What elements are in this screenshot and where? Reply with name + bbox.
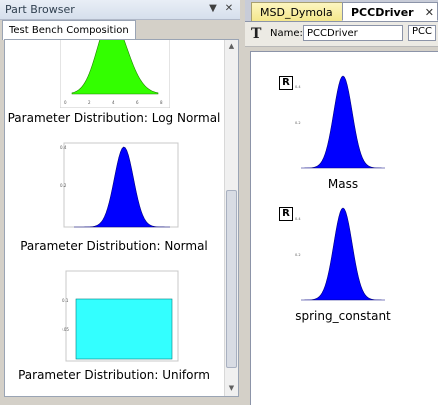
dropdown-icon[interactable]: ▼ [209, 3, 217, 14]
svg-text:2: 2 [88, 100, 91, 105]
tab-test-bench-composition[interactable]: Test Bench Composition [2, 20, 136, 40]
spring-constant-distribution-icon: 0.4 0.2 [295, 207, 386, 301]
component-label-spring-constant: spring_constant [295, 309, 391, 323]
editor-pane: MSD_Dymola PCCDriver ✕ T Name: PCC R 0.4… [245, 0, 438, 405]
part-label-uniform: Parameter Distribution: Uniform [18, 368, 210, 382]
component-mass[interactable]: R 0.4 0.2 Mass [251, 52, 438, 202]
normal-curve [300, 75, 386, 169]
part-list: 0 2 4 6 8 Parameter Distribution: Log No… [4, 39, 239, 397]
part-item-uniform[interactable]: 0.1 0.05 Parameter Distribution: Uniform [5, 266, 223, 391]
scroll-up-icon[interactable]: ▲ [228, 42, 235, 50]
tab-msd-dymola[interactable]: MSD_Dymola [251, 2, 343, 21]
svg-text:0.2: 0.2 [295, 253, 301, 257]
svg-text:0.1: 0.1 [62, 298, 69, 303]
name-label: Name: [270, 28, 303, 39]
secondary-field[interactable]: PCC [408, 25, 436, 41]
svg-text:4: 4 [112, 100, 115, 105]
close-icon[interactable]: ✕ [424, 6, 434, 19]
svg-text:6: 6 [136, 100, 139, 105]
pane-splitter[interactable] [240, 0, 245, 404]
svg-text:0.2: 0.2 [295, 121, 301, 125]
component-label-mass: Mass [327, 177, 359, 191]
part-label-lognormal: Parameter Distribution: Log Normal [7, 111, 221, 125]
part-list-scrollbar[interactable]: ▲ ▼ [224, 40, 238, 396]
lognormal-curve [71, 40, 159, 95]
svg-text:0.4: 0.4 [295, 217, 301, 221]
mass-distribution-icon: 0.4 0.2 [295, 75, 386, 169]
editor-tab-strip: MSD_Dymola PCCDriver ✕ [245, 0, 438, 22]
name-toolbar: T Name: PCC [245, 22, 438, 47]
normal-distribution-thumbnail: 0.4 0.2 [60, 142, 179, 228]
part-browser-title: Part Browser [5, 3, 75, 16]
part-item-normal[interactable]: 0.4 0.2 Parameter Distribution: Normal [5, 136, 223, 256]
svg-text:0: 0 [64, 100, 67, 105]
svg-text:0.4: 0.4 [295, 85, 301, 89]
uniform-block [75, 298, 173, 360]
r-badge-icon: R [279, 207, 293, 221]
tab-label: MSD_Dymola [260, 6, 333, 19]
lognormal-distribution-thumbnail: 0 2 4 6 8 [60, 40, 170, 108]
normal-curve [300, 207, 386, 301]
uniform-distribution-thumbnail: 0.1 0.05 [62, 270, 179, 362]
model-canvas[interactable]: R 0.4 0.2 Mass R 0.4 0.2 spring_constant [250, 51, 438, 405]
svg-text:0.4: 0.4 [60, 145, 67, 150]
svg-text:0.2: 0.2 [60, 183, 67, 188]
part-browser-pane: Part Browser ▼ ✕ Test Bench Composition … [0, 0, 240, 397]
component-spring-constant[interactable]: R 0.4 0.2 spring_constant [251, 202, 438, 352]
r-badge-icon: R [279, 76, 293, 90]
part-browser-titlebar: Part Browser ▼ ✕ [0, 0, 240, 20]
close-icon[interactable]: ✕ [224, 3, 234, 14]
tab-pccdriver[interactable]: PCCDriver ✕ [342, 2, 438, 21]
text-tool-icon: T [251, 26, 262, 42]
part-label-normal: Parameter Distribution: Normal [20, 239, 208, 253]
normal-curve [74, 146, 170, 228]
scroll-down-icon[interactable]: ▼ [228, 384, 235, 392]
part-item-lognormal[interactable]: 0 2 4 6 8 Parameter Distribution: Log No… [5, 40, 223, 135]
svg-text:8: 8 [160, 100, 163, 105]
tab-label: PCCDriver [351, 6, 414, 19]
name-field[interactable] [303, 25, 403, 41]
svg-text:0.05: 0.05 [62, 327, 69, 332]
scrollbar-thumb[interactable] [226, 190, 237, 368]
